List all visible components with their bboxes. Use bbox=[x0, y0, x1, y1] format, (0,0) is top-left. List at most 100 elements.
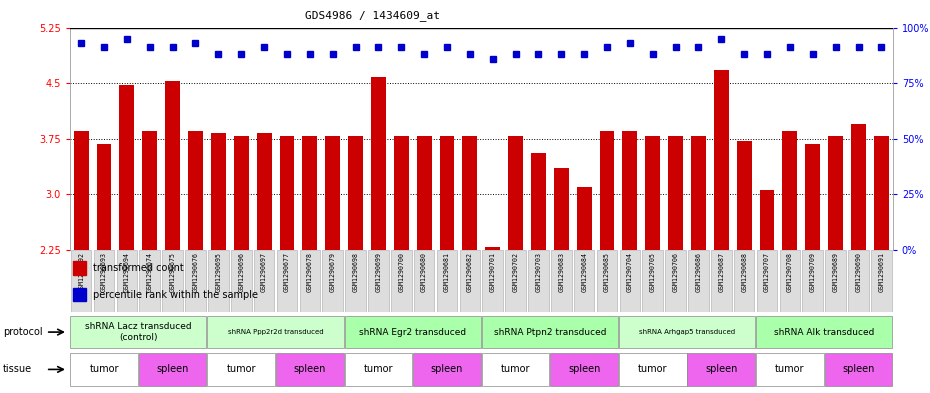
FancyBboxPatch shape bbox=[825, 353, 893, 386]
Text: GSM1290686: GSM1290686 bbox=[696, 252, 701, 292]
FancyBboxPatch shape bbox=[756, 353, 824, 386]
FancyBboxPatch shape bbox=[140, 250, 160, 312]
Text: GSM1290680: GSM1290680 bbox=[421, 252, 427, 292]
Bar bbox=[97, 144, 112, 250]
Bar bbox=[462, 136, 477, 250]
Text: GSM1290688: GSM1290688 bbox=[741, 252, 747, 292]
Bar bbox=[233, 136, 248, 250]
FancyBboxPatch shape bbox=[185, 250, 206, 312]
FancyBboxPatch shape bbox=[687, 353, 755, 386]
FancyBboxPatch shape bbox=[276, 353, 344, 386]
Text: tumor: tumor bbox=[501, 364, 530, 375]
FancyBboxPatch shape bbox=[368, 250, 389, 312]
Bar bbox=[782, 131, 797, 250]
Bar bbox=[714, 70, 729, 250]
FancyBboxPatch shape bbox=[734, 250, 754, 312]
FancyBboxPatch shape bbox=[70, 353, 138, 386]
Text: GSM1290708: GSM1290708 bbox=[787, 252, 793, 292]
FancyBboxPatch shape bbox=[871, 250, 892, 312]
Bar bbox=[119, 85, 134, 250]
Text: spleen: spleen bbox=[705, 364, 737, 375]
Text: GSM1290679: GSM1290679 bbox=[329, 252, 336, 292]
FancyBboxPatch shape bbox=[618, 316, 755, 348]
Text: GSM1290678: GSM1290678 bbox=[307, 252, 312, 292]
FancyBboxPatch shape bbox=[163, 250, 183, 312]
FancyBboxPatch shape bbox=[551, 250, 572, 312]
FancyBboxPatch shape bbox=[345, 250, 365, 312]
Text: GSM1290709: GSM1290709 bbox=[810, 252, 816, 292]
Bar bbox=[554, 168, 569, 250]
Bar bbox=[166, 81, 180, 250]
FancyBboxPatch shape bbox=[207, 353, 275, 386]
Bar bbox=[622, 131, 637, 250]
Text: GSM1290675: GSM1290675 bbox=[169, 252, 176, 292]
Text: shRNA Arhgap5 transduced: shRNA Arhgap5 transduced bbox=[639, 329, 735, 335]
FancyBboxPatch shape bbox=[254, 250, 274, 312]
FancyBboxPatch shape bbox=[276, 250, 298, 312]
FancyBboxPatch shape bbox=[231, 250, 251, 312]
Bar bbox=[142, 131, 157, 250]
Text: spleen: spleen bbox=[568, 364, 601, 375]
Bar bbox=[645, 136, 660, 250]
FancyBboxPatch shape bbox=[299, 250, 320, 312]
Bar bbox=[417, 136, 432, 250]
Text: tissue: tissue bbox=[3, 364, 32, 375]
Text: GSM1290684: GSM1290684 bbox=[581, 252, 587, 292]
Bar bbox=[326, 136, 340, 250]
Text: protocol: protocol bbox=[3, 327, 43, 337]
Bar bbox=[348, 136, 363, 250]
Text: transformed count: transformed count bbox=[92, 263, 183, 273]
FancyBboxPatch shape bbox=[344, 353, 412, 386]
FancyBboxPatch shape bbox=[459, 250, 480, 312]
Bar bbox=[73, 261, 86, 275]
Text: GSM1290682: GSM1290682 bbox=[467, 252, 472, 292]
Bar bbox=[73, 288, 86, 301]
Bar bbox=[874, 136, 889, 250]
FancyBboxPatch shape bbox=[71, 250, 91, 312]
FancyBboxPatch shape bbox=[665, 250, 686, 312]
Bar bbox=[302, 136, 317, 250]
Text: GSM1290702: GSM1290702 bbox=[512, 252, 519, 292]
FancyBboxPatch shape bbox=[323, 250, 343, 312]
Bar bbox=[600, 131, 615, 250]
FancyBboxPatch shape bbox=[825, 250, 846, 312]
FancyBboxPatch shape bbox=[551, 353, 618, 386]
Text: shRNA Alk transduced: shRNA Alk transduced bbox=[774, 328, 874, 336]
Text: tumor: tumor bbox=[89, 364, 119, 375]
FancyBboxPatch shape bbox=[207, 316, 344, 348]
Bar bbox=[829, 136, 844, 250]
Text: GSM1290691: GSM1290691 bbox=[878, 252, 884, 292]
FancyBboxPatch shape bbox=[757, 250, 777, 312]
Bar bbox=[280, 136, 295, 250]
FancyBboxPatch shape bbox=[848, 250, 869, 312]
FancyBboxPatch shape bbox=[597, 250, 618, 312]
FancyBboxPatch shape bbox=[483, 250, 503, 312]
Text: shRNA Ptpn2 transduced: shRNA Ptpn2 transduced bbox=[494, 328, 606, 336]
Text: GSM1290693: GSM1290693 bbox=[101, 252, 107, 292]
FancyBboxPatch shape bbox=[711, 250, 732, 312]
Text: GSM1290681: GSM1290681 bbox=[444, 252, 450, 292]
Text: spleen: spleen bbox=[431, 364, 463, 375]
FancyBboxPatch shape bbox=[482, 316, 618, 348]
Bar bbox=[737, 141, 751, 250]
Bar bbox=[188, 131, 203, 250]
Text: tumor: tumor bbox=[776, 364, 804, 375]
Bar bbox=[73, 131, 88, 250]
FancyBboxPatch shape bbox=[482, 353, 550, 386]
Bar bbox=[211, 133, 226, 250]
Text: GSM1290674: GSM1290674 bbox=[147, 252, 153, 292]
Text: GSM1290694: GSM1290694 bbox=[124, 252, 130, 292]
Bar bbox=[485, 247, 500, 250]
Text: GSM1290705: GSM1290705 bbox=[650, 252, 656, 292]
Text: shRNA Lacz transduced
(control): shRNA Lacz transduced (control) bbox=[85, 322, 192, 342]
Text: spleen: spleen bbox=[843, 364, 875, 375]
Bar bbox=[760, 190, 775, 250]
FancyBboxPatch shape bbox=[688, 250, 709, 312]
FancyBboxPatch shape bbox=[643, 250, 663, 312]
Text: shRNA Ppp2r2d transduced: shRNA Ppp2r2d transduced bbox=[228, 329, 324, 335]
FancyBboxPatch shape bbox=[437, 250, 458, 312]
Text: GSM1290704: GSM1290704 bbox=[627, 252, 633, 292]
FancyBboxPatch shape bbox=[618, 353, 686, 386]
FancyBboxPatch shape bbox=[528, 250, 549, 312]
FancyBboxPatch shape bbox=[779, 250, 800, 312]
